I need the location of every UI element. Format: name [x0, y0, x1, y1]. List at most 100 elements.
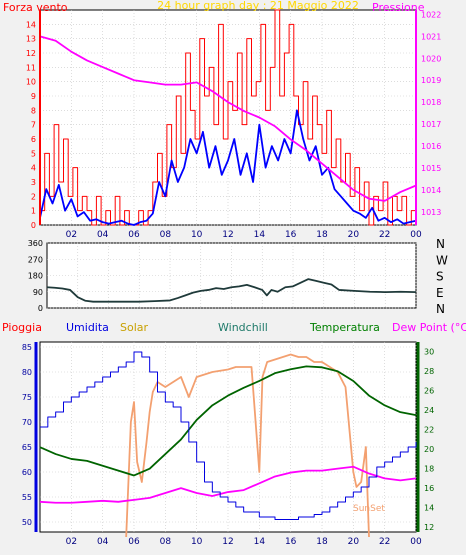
weather-bottom-chart: Pioggia Umidita Solar Windchill Temperat…	[2, 321, 466, 547]
y-right-tick-label: 1021	[421, 32, 441, 41]
x-tick-label: 02	[66, 537, 77, 547]
y-left-tick-label: 10	[26, 78, 36, 87]
wind-ticks: 02 04 06 08 10 12 14 16 18 20 22 000123456789101112…	[26, 10, 442, 240]
y-right-tick-label: 1022	[421, 10, 441, 19]
x-tick-label: 20	[348, 230, 360, 240]
y-left-tick-label: 11	[26, 63, 36, 72]
y-left-tick-label: 270	[28, 255, 43, 264]
series-line-dew-point-c-	[39, 465, 417, 504]
x-tick-label: 18	[316, 537, 328, 547]
x-tick-label: 02	[66, 230, 77, 240]
y-right-tick-label: 1014	[421, 186, 441, 195]
x-tick-label: 08	[160, 537, 172, 547]
series-line-direzione-vento	[46, 278, 417, 303]
compass-label: W	[436, 253, 448, 267]
x-tick-label: 16	[285, 230, 297, 240]
y-left-tick-label: 0	[38, 304, 43, 313]
weather-ticks: 02 04 06 08 10 12 14 16 18 20 22 00 50 55 60 65 70 75 80 85…	[22, 343, 434, 547]
y-left-tick-label: 8	[31, 106, 36, 115]
y-left-tick-label: 2	[31, 192, 36, 201]
y-left-tick-label: 6	[31, 135, 36, 144]
y-right-tick-label: 1019	[421, 76, 441, 85]
legend-solar: Solar	[120, 321, 149, 334]
y-right-tick-label: 26	[424, 387, 434, 396]
x-tick-label: 06	[128, 230, 140, 240]
wind-series	[39, 9, 417, 226]
y-right-tick-label: 1015	[421, 164, 441, 173]
y-left-tick-label: 4	[31, 164, 36, 173]
y-right-tick-label: 30	[424, 348, 434, 357]
x-tick-label: 10	[191, 537, 203, 547]
y-left-tick-label: 90	[33, 288, 43, 297]
y-right-tick-label: 12	[424, 523, 434, 532]
y-left-tick-label: 9	[31, 92, 36, 101]
y-left-tick-label: 75	[22, 393, 32, 402]
legend-windchill: Windchill	[218, 321, 268, 334]
y-right-tick-label: 16	[424, 484, 434, 493]
x-tick-label: 10	[191, 230, 203, 240]
y-right-tick-label: 14	[424, 504, 434, 513]
y-left-tick-label: 0	[31, 221, 36, 230]
y-right-tick-label: 18	[424, 465, 434, 474]
legend-pioggia: Pioggia	[2, 321, 42, 334]
compass-label: N	[436, 237, 445, 251]
series-line-forza-vento	[40, 9, 417, 226]
x-tick-label: 12	[222, 230, 233, 240]
y-left-tick-label: 13	[26, 35, 36, 44]
y-right-tick-label: 1013	[421, 208, 441, 217]
x-tick-label: 00	[410, 537, 422, 547]
y-left-tick-label: 3	[31, 178, 36, 187]
chart-title: 24 hour graph day : 21 Maggio 2022	[157, 0, 359, 12]
y-right-tick-label: 24	[424, 406, 434, 415]
y-left-tick-label: 70	[22, 418, 32, 427]
series-line-pressione	[39, 35, 417, 202]
series-line-forza-vento-media	[39, 109, 417, 226]
x-tick-label: 16	[285, 537, 297, 547]
wind-right-label: Pressione	[372, 1, 425, 14]
y-left-tick-label: 80	[22, 368, 32, 377]
y-right-tick-label: 22	[424, 426, 434, 435]
x-tick-label: 06	[128, 537, 140, 547]
y-right-tick-label: 1018	[421, 98, 441, 107]
x-tick-label: 04	[97, 230, 109, 240]
series-line-temperatura	[39, 365, 417, 477]
series-line-umidita	[40, 351, 417, 520]
x-tick-label: 20	[348, 537, 360, 547]
sunset-annotation: SunSet	[353, 504, 385, 514]
y-left-tick-label: 60	[22, 468, 32, 477]
compass-label: S	[436, 270, 444, 284]
x-tick-label: 00	[410, 230, 422, 240]
x-tick-label: 04	[97, 537, 109, 547]
legend-temperatura: Temperatura	[309, 321, 380, 334]
x-tick-label: 12	[222, 537, 233, 547]
y-right-tick-label: 1020	[421, 54, 441, 63]
y-right-tick-label: 28	[424, 367, 434, 376]
wind-left-label: Forza vento	[3, 1, 68, 14]
y-left-tick-label: 7	[31, 121, 36, 130]
x-tick-label: 18	[316, 230, 328, 240]
x-tick-label: 08	[160, 230, 172, 240]
legend-dewpoint: Dew Point (°C)	[392, 321, 466, 334]
y-right-tick-label: 1016	[421, 142, 441, 151]
y-left-tick-label: 55	[22, 493, 32, 502]
legend-umidita: Umidita	[66, 321, 109, 334]
y-left-tick-label: 50	[22, 518, 32, 527]
y-left-tick-label: 1	[31, 207, 36, 216]
direction-series	[46, 278, 417, 303]
x-tick-label: 22	[379, 230, 390, 240]
wind-pressure-chart: 02 04 06 08 10 12 14 16 18 20 22 000123456789101112…	[3, 0, 441, 240]
y-left-tick-label: 85	[22, 343, 32, 352]
y-left-tick-label: 65	[22, 443, 32, 452]
y-left-tick-label: 5	[31, 149, 36, 158]
x-tick-label: 14	[254, 537, 266, 547]
weather-series	[39, 351, 417, 538]
x-tick-label: 14	[254, 230, 266, 240]
y-right-tick-label: 20	[424, 445, 434, 454]
compass-label: N	[436, 302, 445, 316]
y-left-tick-label: 14	[26, 20, 36, 29]
y-left-tick-label: 12	[26, 49, 36, 58]
y-left-tick-label: 180	[28, 272, 43, 281]
